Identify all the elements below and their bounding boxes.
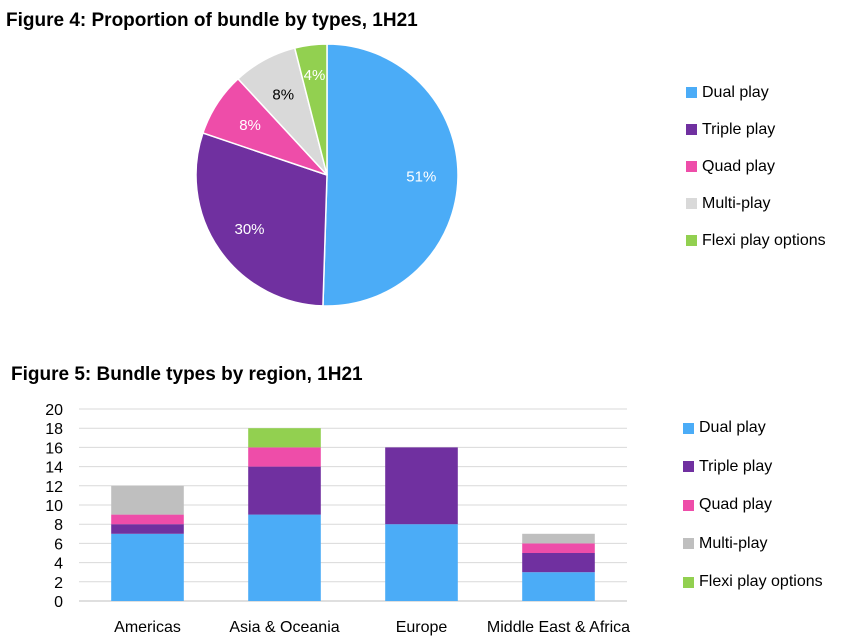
legend-swatch [683,422,694,434]
y-tick-label: 18 [45,421,63,438]
bar-segment-triple-play [248,466,321,515]
bar-segment-quad-play [248,447,321,467]
bar-segment-dual-play [522,572,595,601]
legend-item-dual-play: Dual play [683,409,823,448]
legend-label: Quad play [699,496,772,514]
legend-item-quad-play: Quad play [683,486,823,525]
legend-label: Dual play [699,419,766,437]
legend-item-triple-play: Triple play [686,111,826,148]
x-category-label: Americas [114,619,181,636]
y-tick-label: 16 [45,440,63,457]
legend-swatch [686,235,697,246]
legend-swatch [683,499,694,511]
bar-segment-dual-play [111,533,184,601]
bar-segment-quad-play [111,514,184,525]
y-tick-label: 6 [54,536,63,553]
legend-label: Flexi play options [699,573,823,591]
legend-swatch [683,576,694,588]
pie-data-label: 8% [272,86,294,103]
pie-data-label: 4% [304,67,326,84]
y-tick-label: 0 [54,594,63,611]
legend-label: Multi-play [699,534,768,552]
legend-label: Triple play [702,120,776,138]
legend-item-quad-play: Quad play [686,148,826,185]
legend-swatch [686,161,697,172]
legend-label: Quad play [702,157,775,175]
legend-label: Multi-play [702,194,771,212]
pie-legend: Dual play Triple play Quad play Multi-pl… [686,74,826,259]
y-tick-label: 14 [45,460,63,477]
pie-data-label: 51% [406,168,436,185]
bar-segment-multi-play [522,533,595,544]
bar-segment-dual-play [385,524,458,601]
y-tick-label: 8 [54,517,63,534]
y-tick-label: 20 [45,402,63,419]
bar-legend: Dual play Triple play Quad play Multi-pl… [683,409,823,602]
x-category-label: Middle East & Africa [487,619,630,636]
legend-label: Triple play [699,457,773,475]
bar-segment-quad-play [522,543,595,553]
legend-label: Flexi play options [702,231,826,249]
legend-item-flexi-play-options: Flexi play options [683,563,823,602]
legend-swatch [686,87,697,98]
bar-segment-triple-play [385,447,458,525]
legend-item-multi-play: Multi-play [683,525,823,564]
legend-item-multi-play: Multi-play [686,185,826,222]
y-tick-label: 4 [54,556,63,573]
bar-segment-multi-play [111,485,184,515]
figure-4-title: Figure 4: Proportion of bundle by types,… [6,10,418,31]
legend-item-flexi-play-options: Flexi play options [686,222,826,259]
pie-slice-flexi-play-options [293,43,328,176]
bar-segment-flexi-play-options [248,428,321,448]
legend-item-dual-play: Dual play [686,74,826,111]
legend-item-triple-play: Triple play [683,448,823,487]
pie-slice-triple-play [195,132,328,307]
x-category-label: Europe [396,619,448,636]
legend-swatch [686,198,697,209]
legend-label: Dual play [702,83,769,101]
legend-swatch [683,461,694,473]
x-category-label: Asia & Oceania [229,619,339,636]
y-tick-label: 12 [45,479,63,496]
pie-slice-dual-play [322,43,459,307]
figure-5-title: Figure 5: Bundle types by region, 1H21 [11,364,363,385]
bar-segment-triple-play [522,553,595,573]
pie-data-label: 8% [239,117,261,134]
y-tick-label: 10 [45,498,63,515]
pie-data-label: 30% [234,221,264,238]
y-tick-label: 2 [54,575,63,592]
legend-swatch [686,124,697,135]
legend-swatch [683,538,694,550]
bar-segment-triple-play [111,524,184,534]
bar-segment-dual-play [248,514,321,601]
